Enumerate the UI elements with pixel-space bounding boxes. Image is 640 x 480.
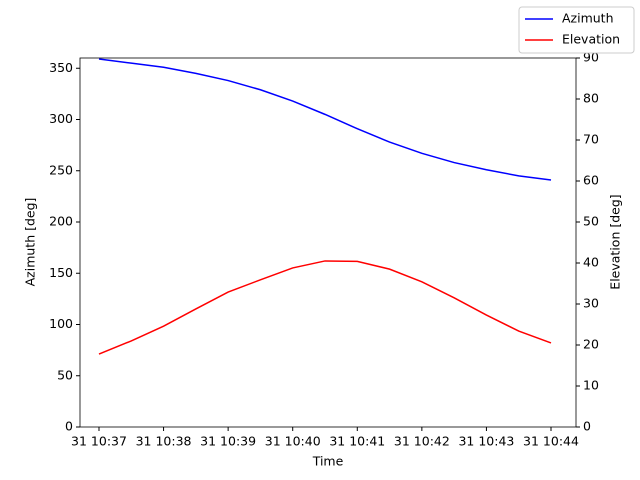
y2-tick-label: 30 [583, 296, 599, 311]
y-tick-label: 100 [49, 316, 73, 331]
x-axis-label: Time [312, 454, 344, 469]
x-tick-label: 31 10:43 [458, 434, 514, 449]
x-tick-label: 31 10:40 [265, 434, 321, 449]
x-tick-label: 31 10:42 [394, 434, 450, 449]
y2-tick-label: 40 [583, 255, 599, 270]
y-tick-label: 350 [49, 60, 73, 75]
plot-frame [79, 57, 577, 428]
y2-axis-label: Elevation [deg] [608, 194, 623, 289]
x-tick-label: 31 10:41 [329, 434, 385, 449]
y-tick-label: 50 [57, 367, 73, 382]
legend-label: Azimuth [562, 11, 614, 26]
y2-tick-label: 10 [583, 378, 599, 393]
y2-tick-label: 50 [583, 214, 599, 229]
x-tick-label: 31 10:37 [71, 434, 127, 449]
legend-label: Elevation [562, 32, 620, 47]
x-tick-label: 31 10:39 [200, 434, 256, 449]
y-tick-label: 150 [49, 265, 73, 280]
y2-tick-label: 60 [583, 173, 599, 188]
y2-tick-label: 80 [583, 91, 599, 106]
y2-tick-label: 0 [583, 419, 591, 434]
y-tick-label: 200 [49, 214, 73, 229]
y2-tick-label: 70 [583, 132, 599, 147]
y-tick-label: 0 [65, 419, 73, 434]
y-tick-label: 300 [49, 111, 73, 126]
y-tick-label: 250 [49, 162, 73, 177]
line-series [98, 58, 552, 181]
x-tick-label: 31 10:38 [136, 434, 192, 449]
y-axis-label: Azimuth [deg] [23, 198, 38, 287]
y2-tick-label: 20 [583, 337, 599, 352]
x-tick-label: 31 10:44 [523, 434, 579, 449]
line-series [98, 260, 552, 355]
